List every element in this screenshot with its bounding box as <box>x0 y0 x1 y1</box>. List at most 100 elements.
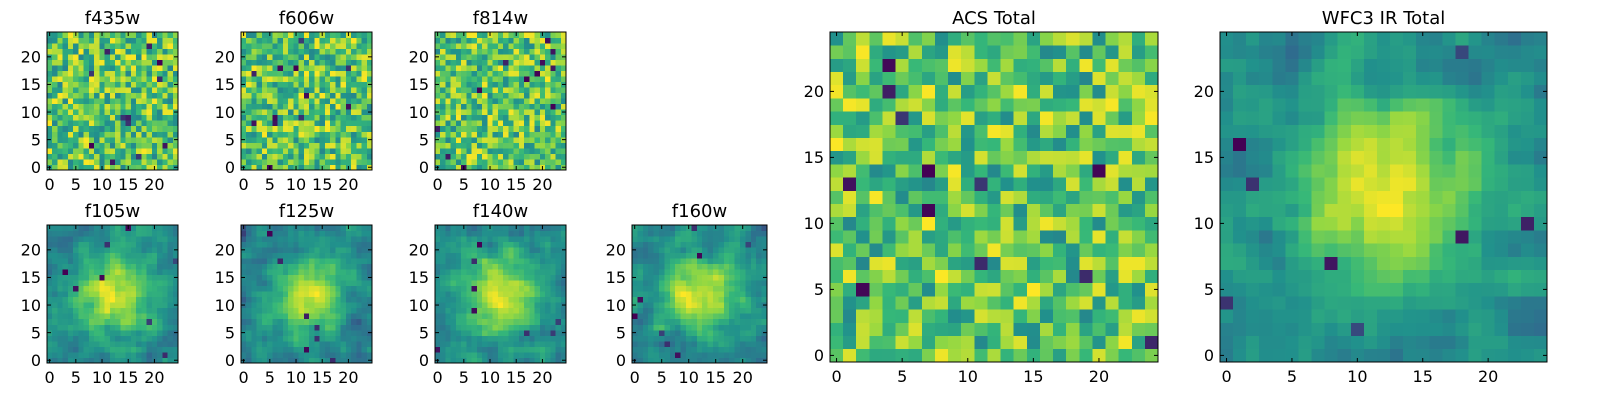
heatmap-cell <box>435 59 441 66</box>
heatmap-cell <box>440 313 446 320</box>
heatmap-cell <box>162 43 168 49</box>
heatmap-cell <box>246 131 252 138</box>
heatmap-cell <box>293 136 300 143</box>
heatmap-cell <box>324 59 331 66</box>
heatmap-cell <box>707 329 714 336</box>
heatmap-cell <box>1105 216 1120 231</box>
heatmap-cell <box>492 98 499 105</box>
heatmap-cell <box>267 291 273 298</box>
heatmap-cell <box>718 225 725 231</box>
heatmap-cell <box>560 70 567 77</box>
heatmap-cell <box>246 48 252 55</box>
heatmap-cell <box>497 98 504 105</box>
heatmap-cell <box>167 32 174 38</box>
heatmap-cell <box>324 324 331 331</box>
heatmap-cell <box>686 258 692 265</box>
heatmap-cell <box>47 125 53 132</box>
heatmap-cell <box>335 59 341 66</box>
heatmap-cell <box>756 346 762 353</box>
heatmap-cell <box>455 125 462 132</box>
heatmap-cell <box>57 120 64 127</box>
heatmap-cell <box>104 136 111 143</box>
heatmap-cell <box>104 125 111 132</box>
heatmap-cell <box>450 81 457 88</box>
heatmap-cell <box>246 269 252 276</box>
heatmap-cell <box>471 142 478 149</box>
heatmap-cell <box>73 280 79 287</box>
heatmap-cell <box>351 357 357 364</box>
heatmap-cell <box>303 252 310 259</box>
heatmap-cell <box>146 302 153 309</box>
heatmap-cell <box>713 263 719 270</box>
heatmap-cell <box>466 81 473 88</box>
heatmap-cell <box>78 225 85 231</box>
heatmap-cell <box>62 324 69 331</box>
heatmap-cell <box>534 296 541 303</box>
heatmap-cell <box>314 131 320 138</box>
heatmap-cell <box>503 225 509 231</box>
heatmap-cell <box>471 76 478 83</box>
heatmap-cell <box>476 230 483 237</box>
heatmap-cell <box>324 87 331 94</box>
heatmap-cell <box>356 109 362 116</box>
heatmap-cell <box>675 280 681 287</box>
heatmap-cell <box>529 313 535 320</box>
heatmap-cell <box>88 236 95 242</box>
heatmap-cell <box>524 225 530 231</box>
heatmap-cell <box>57 318 64 325</box>
heatmap-cell <box>696 335 703 342</box>
heatmap-cell <box>62 340 69 347</box>
heatmap-cell <box>471 98 478 105</box>
heatmap-cell <box>298 291 305 298</box>
heatmap-cell <box>445 340 452 347</box>
heatmap-cell <box>702 274 708 281</box>
heatmap-cell <box>440 307 446 314</box>
heatmap-cell <box>632 346 638 353</box>
heatmap-cell <box>723 225 730 231</box>
heatmap-cell <box>664 241 671 248</box>
heatmap-cell <box>267 313 273 320</box>
heatmap-cell <box>130 164 137 171</box>
heatmap-cell <box>151 48 158 55</box>
heatmap-cell <box>62 131 69 138</box>
heatmap-cell <box>277 302 284 309</box>
heatmap-cell <box>691 313 698 320</box>
heatmap-cell <box>120 48 126 55</box>
heatmap-cell <box>83 142 90 149</box>
heatmap-cell <box>487 269 494 276</box>
heatmap-cell <box>277 114 284 121</box>
heatmap-cell <box>680 230 687 237</box>
heatmap-cell <box>288 230 294 237</box>
heatmap-cell <box>298 114 305 121</box>
heatmap-cell <box>309 114 315 121</box>
heatmap-cell <box>734 241 741 248</box>
heatmap-cell <box>298 136 305 143</box>
heatmap-cell <box>513 236 520 242</box>
heatmap-cell <box>261 103 268 110</box>
heatmap-cell <box>492 296 499 303</box>
heatmap-cell <box>934 230 949 244</box>
heatmap-cell <box>450 252 457 259</box>
heatmap-cell <box>67 164 74 171</box>
heatmap-cell <box>750 302 757 309</box>
heatmap-cell <box>366 70 373 77</box>
heatmap-cell <box>440 164 446 171</box>
heatmap-cell <box>314 247 320 253</box>
heatmap-cell <box>450 302 457 309</box>
heatmap-cell <box>921 190 936 204</box>
heatmap-cell <box>67 269 74 276</box>
heatmap-cell <box>47 307 53 314</box>
heatmap-cell <box>713 230 719 237</box>
heatmap-cell <box>109 324 116 331</box>
heatmap-cell <box>277 92 284 99</box>
heatmap-cell <box>62 263 69 270</box>
heatmap-cell <box>1079 243 1093 257</box>
x-tick-label: 20 <box>144 175 164 194</box>
heatmap-cell <box>961 322 975 336</box>
heatmap-cell <box>455 252 462 259</box>
heatmap-cell <box>340 32 347 38</box>
heatmap-cell <box>680 302 687 309</box>
heatmap-cell <box>545 274 551 281</box>
heatmap-cell <box>67 142 74 149</box>
heatmap-cell <box>345 65 352 72</box>
